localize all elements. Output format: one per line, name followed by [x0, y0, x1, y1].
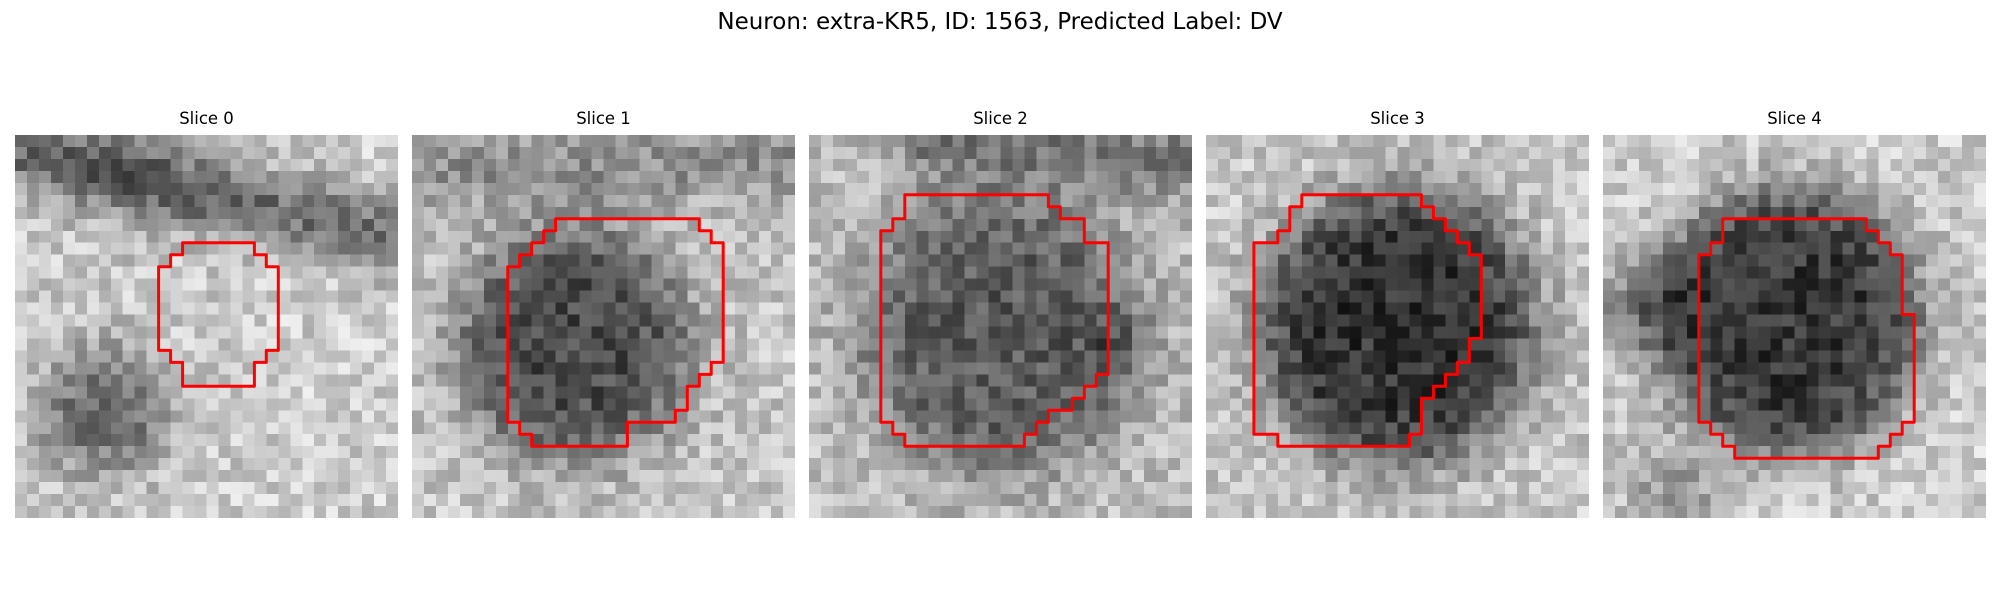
roi-contour [1252, 193, 1483, 448]
slice-image [1206, 135, 1589, 518]
roi-contour [506, 217, 725, 448]
slice-pixel-grid [1206, 135, 1589, 518]
slice-image [412, 135, 795, 518]
slice-title: Slice 3 [1370, 109, 1425, 128]
slice-title: Slice 4 [1767, 109, 1822, 128]
slice-pixel-grid [1603, 135, 1986, 518]
slice-pixel-grid [15, 135, 398, 518]
slice-panel-2: Slice 2 [809, 108, 1192, 518]
figure-title: Neuron: extra-KR5, ID: 1563, Predicted L… [717, 9, 1283, 35]
slice-title: Slice 2 [973, 109, 1028, 128]
slice-pixel-grid [809, 135, 1192, 518]
roi-contour [1697, 217, 1916, 460]
slice-pixel-grid [412, 135, 795, 518]
roi-contour [879, 193, 1110, 448]
slice-title: Slice 0 [179, 109, 234, 128]
slice-image [1603, 135, 1986, 518]
slice-title: Slice 1 [576, 109, 631, 128]
slice-image [809, 135, 1192, 518]
slice-panel-1: Slice 1 [412, 108, 795, 518]
slice-panel-4: Slice 4 [1603, 108, 1986, 518]
slice-image [15, 135, 398, 518]
slice-panel-3: Slice 3 [1206, 108, 1589, 518]
slice-panel-0: Slice 0 [15, 108, 398, 518]
roi-contour [157, 241, 280, 388]
